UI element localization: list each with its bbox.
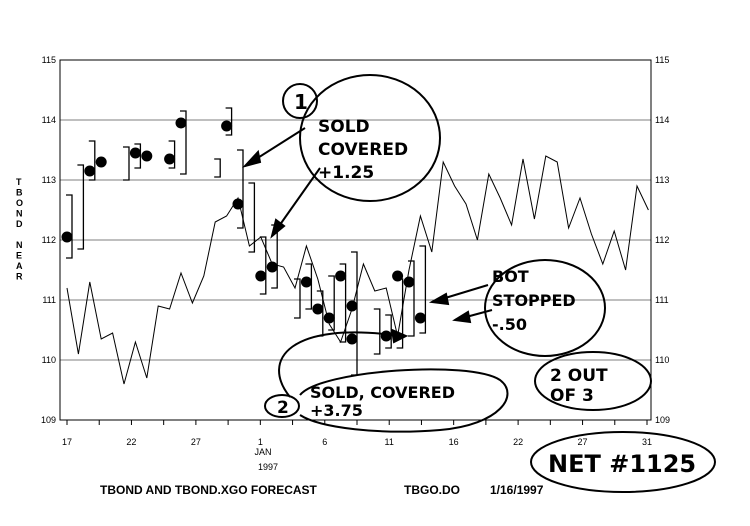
annotation-5-text: NET #1125: [548, 450, 696, 478]
annotation-2-number: 2: [277, 398, 289, 418]
y-axis: 115 115 114 114 113 113 112 112 111 111 110 110 109 1…: [41, 55, 670, 425]
x-month-label: JAN: [254, 447, 271, 457]
range-bracket: [88, 140, 96, 181]
x-tick-label: 27: [578, 437, 588, 447]
price-marker: [95, 156, 107, 168]
y-tick-label-left: 112: [42, 235, 56, 245]
plot-frame: [59, 59, 652, 421]
price-marker: [346, 333, 358, 345]
range-bracket: [351, 251, 358, 376]
range-bracket: [408, 260, 415, 337]
footer-date: 1/16/1997: [490, 483, 544, 497]
range-bracket: [419, 245, 427, 334]
range-bracket: [77, 164, 85, 250]
annotation-2-text: SOLD, COVERED +3.75: [310, 383, 455, 420]
y-tick-label-right: 114: [655, 115, 669, 125]
x-axis: 17 22 27 1 6 11 16 22 27 31: [62, 420, 652, 447]
price-marker: [335, 270, 347, 282]
y-tick-label-left: 110: [42, 355, 56, 365]
range-bracket: [66, 194, 73, 259]
y-tick-label-right: 115: [655, 55, 669, 65]
range-bracket: [373, 308, 381, 355]
annotation-3-text: BOT STOPPED -.50: [492, 267, 576, 334]
price-marker: [414, 312, 426, 324]
price-marker: [232, 198, 244, 210]
range-bracket: [214, 158, 221, 178]
series-ranges: [66, 107, 427, 376]
annotation-1-number: 1: [294, 90, 308, 114]
series-markers: [61, 117, 426, 345]
annotation-3: [428, 259, 606, 357]
range-bracket: [248, 182, 256, 253]
y-tick-label-left: 115: [42, 55, 56, 65]
x-year-label: 1997: [258, 462, 278, 472]
range-bracket: [134, 143, 142, 169]
series-line: [66, 155, 649, 385]
annotation-4-text: 2 OUT OF 3: [550, 366, 608, 406]
range-bracket: [123, 146, 130, 181]
price-marker: [255, 270, 267, 282]
y-tick-label-right: 111: [655, 295, 669, 305]
price-marker: [141, 150, 153, 162]
range-bracket: [305, 263, 313, 310]
y-tick-label-right: 113: [655, 175, 669, 185]
price-marker: [312, 303, 324, 315]
range-bracket: [168, 140, 176, 169]
footer-file: TBGO.DO: [404, 483, 460, 497]
range-bracket: [339, 263, 347, 343]
y-tick-label-left: 113: [42, 175, 56, 185]
range-bracket: [328, 275, 335, 331]
annotation-5: [530, 431, 716, 493]
price-marker: [61, 231, 73, 243]
annotation-1-text: SOLD COVERED +1.25: [318, 117, 408, 183]
range-bracket: [180, 110, 187, 175]
y-tick-label-right: 112: [655, 235, 669, 245]
forecast-line: [66, 155, 649, 385]
footer-title: TBOND AND TBOND.XGO FORECAST: [100, 483, 318, 497]
annotation-1: [241, 74, 441, 239]
price-marker: [175, 117, 187, 129]
price-marker: [346, 300, 358, 312]
annotation-2: [264, 328, 509, 433]
price-marker: [380, 330, 392, 342]
range-bracket: [385, 314, 392, 349]
price-marker: [266, 261, 278, 273]
x-tick-label: 22: [126, 437, 136, 447]
x-tick-label: 22: [513, 437, 523, 447]
price-marker: [323, 312, 335, 324]
x-tick-label: 27: [191, 437, 201, 447]
y-tick-label-right: 110: [655, 355, 669, 365]
range-bracket: [237, 149, 244, 229]
annotation-4: [534, 351, 652, 411]
x-tick-label: 6: [322, 437, 327, 447]
price-marker: [221, 120, 233, 132]
y-tick-label-left: 109: [41, 415, 56, 425]
price-marker: [164, 153, 176, 165]
y-tick-label-left: 111: [42, 295, 56, 305]
y-tick-label-right: 109: [655, 415, 670, 425]
range-bracket: [259, 236, 267, 295]
x-tick-label: 16: [449, 437, 459, 447]
price-marker: [84, 165, 96, 177]
price-marker: [300, 276, 312, 288]
price-marker: [392, 270, 404, 282]
x-tick-label: 1: [258, 437, 263, 447]
range-bracket: [294, 278, 301, 319]
range-bracket: [225, 107, 233, 136]
price-marker: [403, 276, 415, 288]
price-marker: [129, 147, 141, 159]
x-tick-label: 17: [62, 437, 72, 447]
x-tick-label: 31: [642, 437, 652, 447]
y-tick-label-left: 114: [42, 115, 56, 125]
x-tick-label: 11: [385, 437, 394, 447]
